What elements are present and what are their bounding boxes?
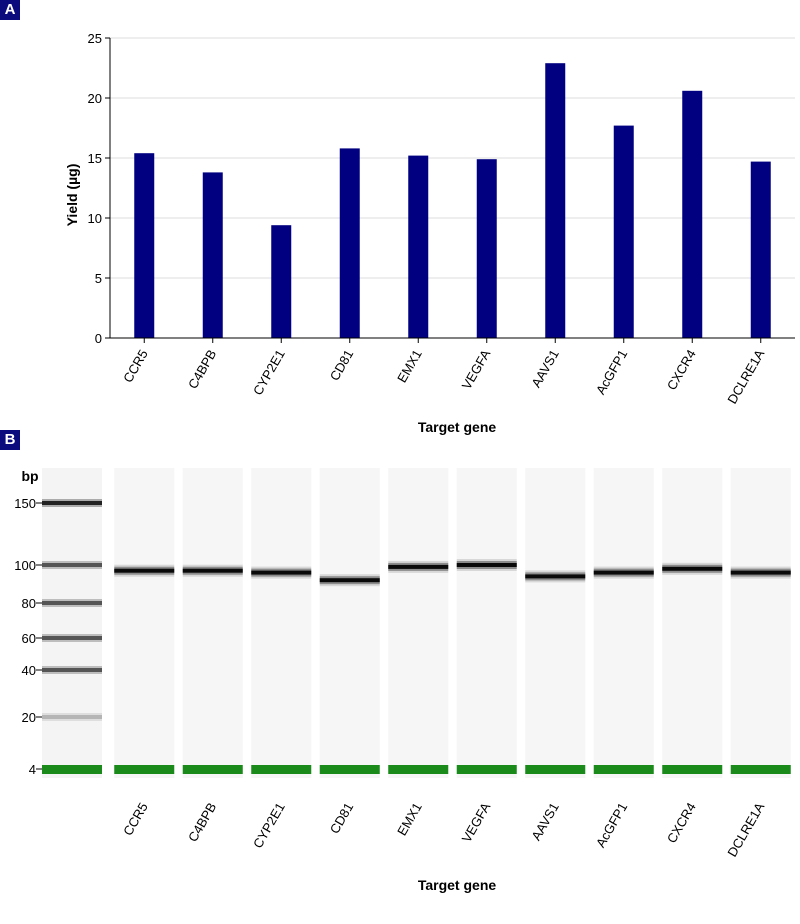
lane-c4bpb [182, 468, 243, 778]
lane-vegfa [456, 468, 517, 778]
ladder-band-60 [42, 636, 102, 640]
y-tick-label: 5 [95, 271, 102, 286]
y-tick-label: 15 [88, 151, 102, 166]
band-vegfa [456, 563, 517, 567]
lane-label: CYP2E1 [250, 800, 288, 851]
marker-band [388, 765, 449, 774]
lane-label: AcGFP1 [593, 800, 631, 850]
x-axis-title-gel: Target gene [418, 877, 497, 893]
ladder-band-40 [42, 668, 102, 672]
lane-labels: CCR5 C4BPB CYP2E1 CD81 EMX1 VEGFA AAVS1 AcGFP1 C… [120, 800, 767, 860]
ladder-band-100 [42, 563, 102, 567]
band-aavs1 [525, 574, 586, 579]
bp-tick-label: 4 [29, 762, 36, 777]
y-tick-label: 10 [88, 211, 102, 226]
band-acgfp1 [593, 570, 654, 575]
lane-label: AAVS1 [528, 800, 561, 843]
ladder-lane [42, 468, 102, 778]
bp-tick-label: 80 [22, 596, 36, 611]
axes [109, 38, 795, 339]
gridlines [110, 37, 795, 279]
bar-acgfp1 [613, 125, 634, 338]
gel-lanes [114, 468, 791, 778]
ladder-band-20 [42, 715, 102, 719]
bar-aavs1 [545, 63, 566, 338]
bar-cyp2e1 [271, 225, 292, 338]
band-cxcr4 [662, 566, 723, 571]
lane-dclre1a [730, 468, 791, 778]
bp-tick-label: 60 [22, 631, 36, 646]
bp-tick-labels: 150 100 80 60 40 20 4 [14, 496, 42, 777]
y-tick-label: 25 [88, 31, 102, 46]
bp-tick-label: 100 [14, 558, 36, 573]
bar-c4bpb [202, 172, 223, 338]
bp-tick-label: 150 [14, 496, 36, 511]
band-emx1 [388, 564, 449, 569]
marker-band [525, 765, 586, 774]
lane-cyp2e1 [251, 468, 312, 778]
lane-acgfp1 [593, 468, 654, 778]
bar-ccr5 [134, 153, 155, 338]
lane-aavs1 [525, 468, 586, 778]
bar-cd81 [339, 148, 360, 338]
y-axis-title: Yield (µg) [64, 164, 80, 227]
marker-band [456, 765, 517, 774]
band-dclre1a [730, 570, 791, 575]
bar-dclre1a [750, 161, 771, 338]
marker-band [730, 765, 791, 774]
lane-label: C4BPB [185, 800, 219, 844]
lane-label: VEGFA [459, 800, 494, 845]
lane-ccr5 [114, 468, 175, 778]
bp-tick-label: 40 [22, 663, 36, 678]
bar-emx1 [408, 155, 429, 338]
ladder-marker-band [42, 765, 102, 774]
marker-band [251, 765, 312, 774]
band-cyp2e1 [251, 570, 312, 575]
lane-cxcr4 [662, 468, 723, 778]
x-axis-title: Target gene [418, 419, 497, 435]
lane-label: DCLRE1A [724, 800, 767, 860]
lane-emx1 [388, 468, 449, 778]
band-c4bpb [182, 568, 243, 573]
lane-label: CXCR4 [664, 800, 699, 846]
bar-cxcr4 [682, 90, 703, 338]
bp-tick-label: 20 [22, 710, 36, 725]
band-cd81 [319, 578, 380, 583]
lane-label: CCR5 [120, 800, 151, 838]
y-tick-label: 0 [95, 331, 102, 346]
ladder-band-80 [42, 601, 102, 605]
y-tick-labels: 0 5 10 15 20 25 [88, 31, 110, 346]
bar-vegfa [476, 159, 497, 338]
marker-band [593, 765, 654, 774]
bp-axis-title: bp [21, 468, 38, 484]
marker-band [182, 765, 243, 774]
bars [134, 63, 771, 338]
marker-band [114, 765, 175, 774]
marker-band [319, 765, 380, 774]
ladder-band-150 [42, 501, 102, 505]
ladder-lane-background [42, 468, 102, 778]
y-tick-label: 20 [88, 91, 102, 106]
lane-label: EMX1 [394, 800, 425, 838]
lane-label: CD81 [327, 800, 357, 836]
panel-label-b: B [0, 430, 20, 450]
band-ccr5 [114, 568, 175, 573]
panel-label-a: A [0, 0, 20, 20]
marker-band [662, 765, 723, 774]
lane-cd81 [319, 468, 380, 778]
